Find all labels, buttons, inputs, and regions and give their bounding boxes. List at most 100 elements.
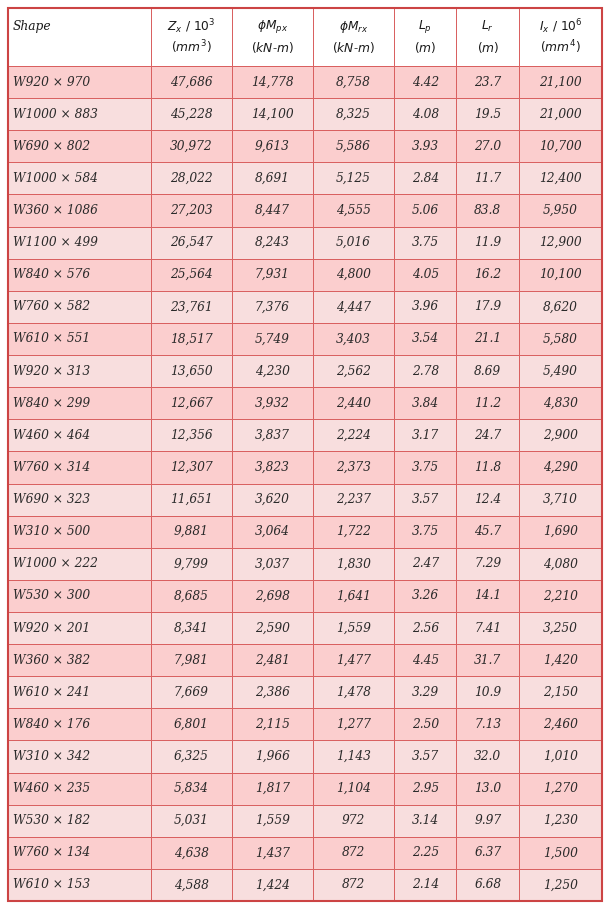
Text: 6,325: 6,325: [174, 750, 209, 763]
Text: 1,230: 1,230: [543, 814, 578, 827]
Text: 4,290: 4,290: [543, 461, 578, 474]
Bar: [8, 130, 151, 163]
Bar: [8, 612, 151, 644]
Text: W610 × 153: W610 × 153: [13, 878, 90, 892]
Bar: [394, 8, 456, 66]
Text: $L_r$: $L_r$: [481, 19, 494, 35]
Bar: [313, 195, 394, 226]
Bar: [394, 773, 456, 804]
Text: 3,823: 3,823: [255, 461, 290, 474]
Bar: [151, 419, 232, 452]
Bar: [456, 676, 519, 708]
Text: 27.0: 27.0: [474, 140, 501, 153]
Bar: [394, 548, 456, 580]
Text: W1000 × 584: W1000 × 584: [13, 172, 98, 185]
Text: 6,801: 6,801: [174, 718, 209, 731]
Text: 17.9: 17.9: [474, 300, 501, 314]
Text: 10,100: 10,100: [539, 268, 582, 281]
Bar: [151, 452, 232, 484]
Text: 2,373: 2,373: [336, 461, 371, 474]
Bar: [456, 612, 519, 644]
Bar: [313, 580, 394, 612]
Bar: [8, 419, 151, 452]
Bar: [394, 869, 456, 901]
Bar: [232, 548, 313, 580]
Bar: [456, 323, 519, 355]
Bar: [519, 98, 602, 130]
Bar: [8, 355, 151, 387]
Text: 5,950: 5,950: [543, 204, 578, 217]
Text: 1,477: 1,477: [336, 654, 371, 666]
Bar: [8, 226, 151, 259]
Bar: [232, 291, 313, 323]
Text: 8,325: 8,325: [336, 107, 371, 121]
Bar: [232, 8, 313, 66]
Text: 4,638: 4,638: [174, 846, 209, 859]
Text: 5,586: 5,586: [336, 140, 371, 153]
Bar: [519, 8, 602, 66]
Text: 3.54: 3.54: [412, 333, 439, 345]
Bar: [313, 130, 394, 163]
Text: 8.69: 8.69: [474, 365, 501, 377]
Text: W610 × 551: W610 × 551: [13, 333, 90, 345]
Text: 2,115: 2,115: [255, 718, 290, 731]
Text: 7,931: 7,931: [255, 268, 290, 281]
Bar: [313, 419, 394, 452]
Text: 7,376: 7,376: [255, 300, 290, 314]
Text: 3,064: 3,064: [255, 525, 290, 538]
Bar: [394, 66, 456, 98]
Bar: [8, 98, 151, 130]
Bar: [8, 291, 151, 323]
Bar: [394, 355, 456, 387]
Text: 1,966: 1,966: [255, 750, 290, 763]
Bar: [313, 163, 394, 195]
Bar: [313, 515, 394, 548]
Bar: [232, 323, 313, 355]
Bar: [232, 98, 313, 130]
Text: 11.7: 11.7: [474, 172, 501, 185]
Text: 12.4: 12.4: [474, 493, 501, 506]
Bar: [313, 804, 394, 837]
Bar: [394, 291, 456, 323]
Bar: [394, 163, 456, 195]
Text: 2,698: 2,698: [255, 589, 290, 603]
Text: 11,651: 11,651: [170, 493, 212, 506]
Text: 3,710: 3,710: [543, 493, 578, 506]
Bar: [232, 259, 313, 291]
Text: 2.95: 2.95: [412, 782, 439, 795]
Text: 872: 872: [342, 878, 365, 892]
Bar: [313, 773, 394, 804]
Bar: [456, 387, 519, 419]
Text: 1,830: 1,830: [336, 557, 371, 570]
Bar: [519, 612, 602, 644]
Text: 2,150: 2,150: [543, 685, 578, 699]
Bar: [519, 226, 602, 259]
Bar: [151, 355, 232, 387]
Text: 11.8: 11.8: [474, 461, 501, 474]
Text: 13,650: 13,650: [170, 365, 212, 377]
Bar: [313, 612, 394, 644]
Bar: [232, 484, 313, 515]
Text: 1,641: 1,641: [336, 589, 371, 603]
Text: W920 × 313: W920 × 313: [13, 365, 90, 377]
Bar: [519, 419, 602, 452]
Bar: [519, 741, 602, 773]
Text: 2,386: 2,386: [255, 685, 290, 699]
Bar: [394, 708, 456, 741]
Bar: [519, 804, 602, 837]
Text: 19.5: 19.5: [474, 107, 501, 121]
Text: $I_x\ /\ 10^6$: $I_x\ /\ 10^6$: [539, 17, 583, 36]
Bar: [8, 323, 151, 355]
Bar: [456, 515, 519, 548]
Text: 4,230: 4,230: [255, 365, 290, 377]
Text: 5,031: 5,031: [174, 814, 209, 827]
Text: 2.25: 2.25: [412, 846, 439, 859]
Text: W840 × 176: W840 × 176: [13, 718, 90, 731]
Bar: [519, 676, 602, 708]
Bar: [456, 66, 519, 98]
Text: 10,700: 10,700: [539, 140, 582, 153]
Bar: [8, 773, 151, 804]
Bar: [519, 323, 602, 355]
Bar: [394, 259, 456, 291]
Bar: [151, 773, 232, 804]
